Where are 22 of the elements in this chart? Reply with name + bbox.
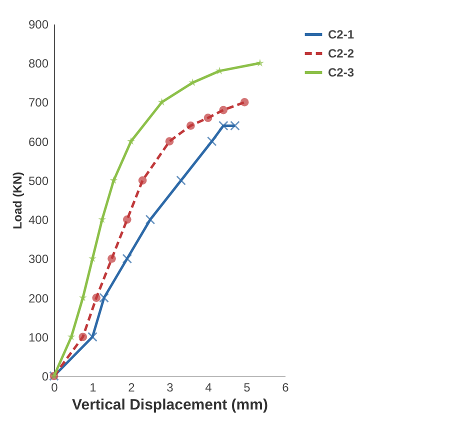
x-tick-label: 3 xyxy=(166,380,174,394)
x-tick-label: 1 xyxy=(90,380,97,394)
y-tick-label: 300 xyxy=(28,252,49,266)
y-tick-label: 600 xyxy=(28,134,49,149)
legend-label: C2-2 xyxy=(328,46,354,60)
y-tick-label: 100 xyxy=(28,330,49,344)
x-axis-title: Vertical Displacement (mm) xyxy=(72,396,268,414)
y-tick-label: 0 xyxy=(42,370,49,384)
y-tick-label: 800 xyxy=(28,56,49,71)
legend-label: C2-1 xyxy=(328,28,354,42)
y-tick-label: 400 xyxy=(28,213,49,228)
x-tick-label: 0 xyxy=(51,380,58,394)
x-tick-label: 5 xyxy=(244,380,251,394)
y-tick-label: 500 xyxy=(28,174,49,188)
x-tick-label: 4 xyxy=(205,380,212,394)
y-tick-label: 700 xyxy=(28,96,49,110)
y-tick-label: 900 xyxy=(28,18,49,32)
y-tick-label: 200 xyxy=(28,291,49,306)
x-tick-label: 2 xyxy=(128,380,136,394)
legend-label: C2-3 xyxy=(328,66,354,80)
y-axis-title: Load (KN) xyxy=(10,172,24,230)
x-tick-label: 6 xyxy=(282,380,290,394)
